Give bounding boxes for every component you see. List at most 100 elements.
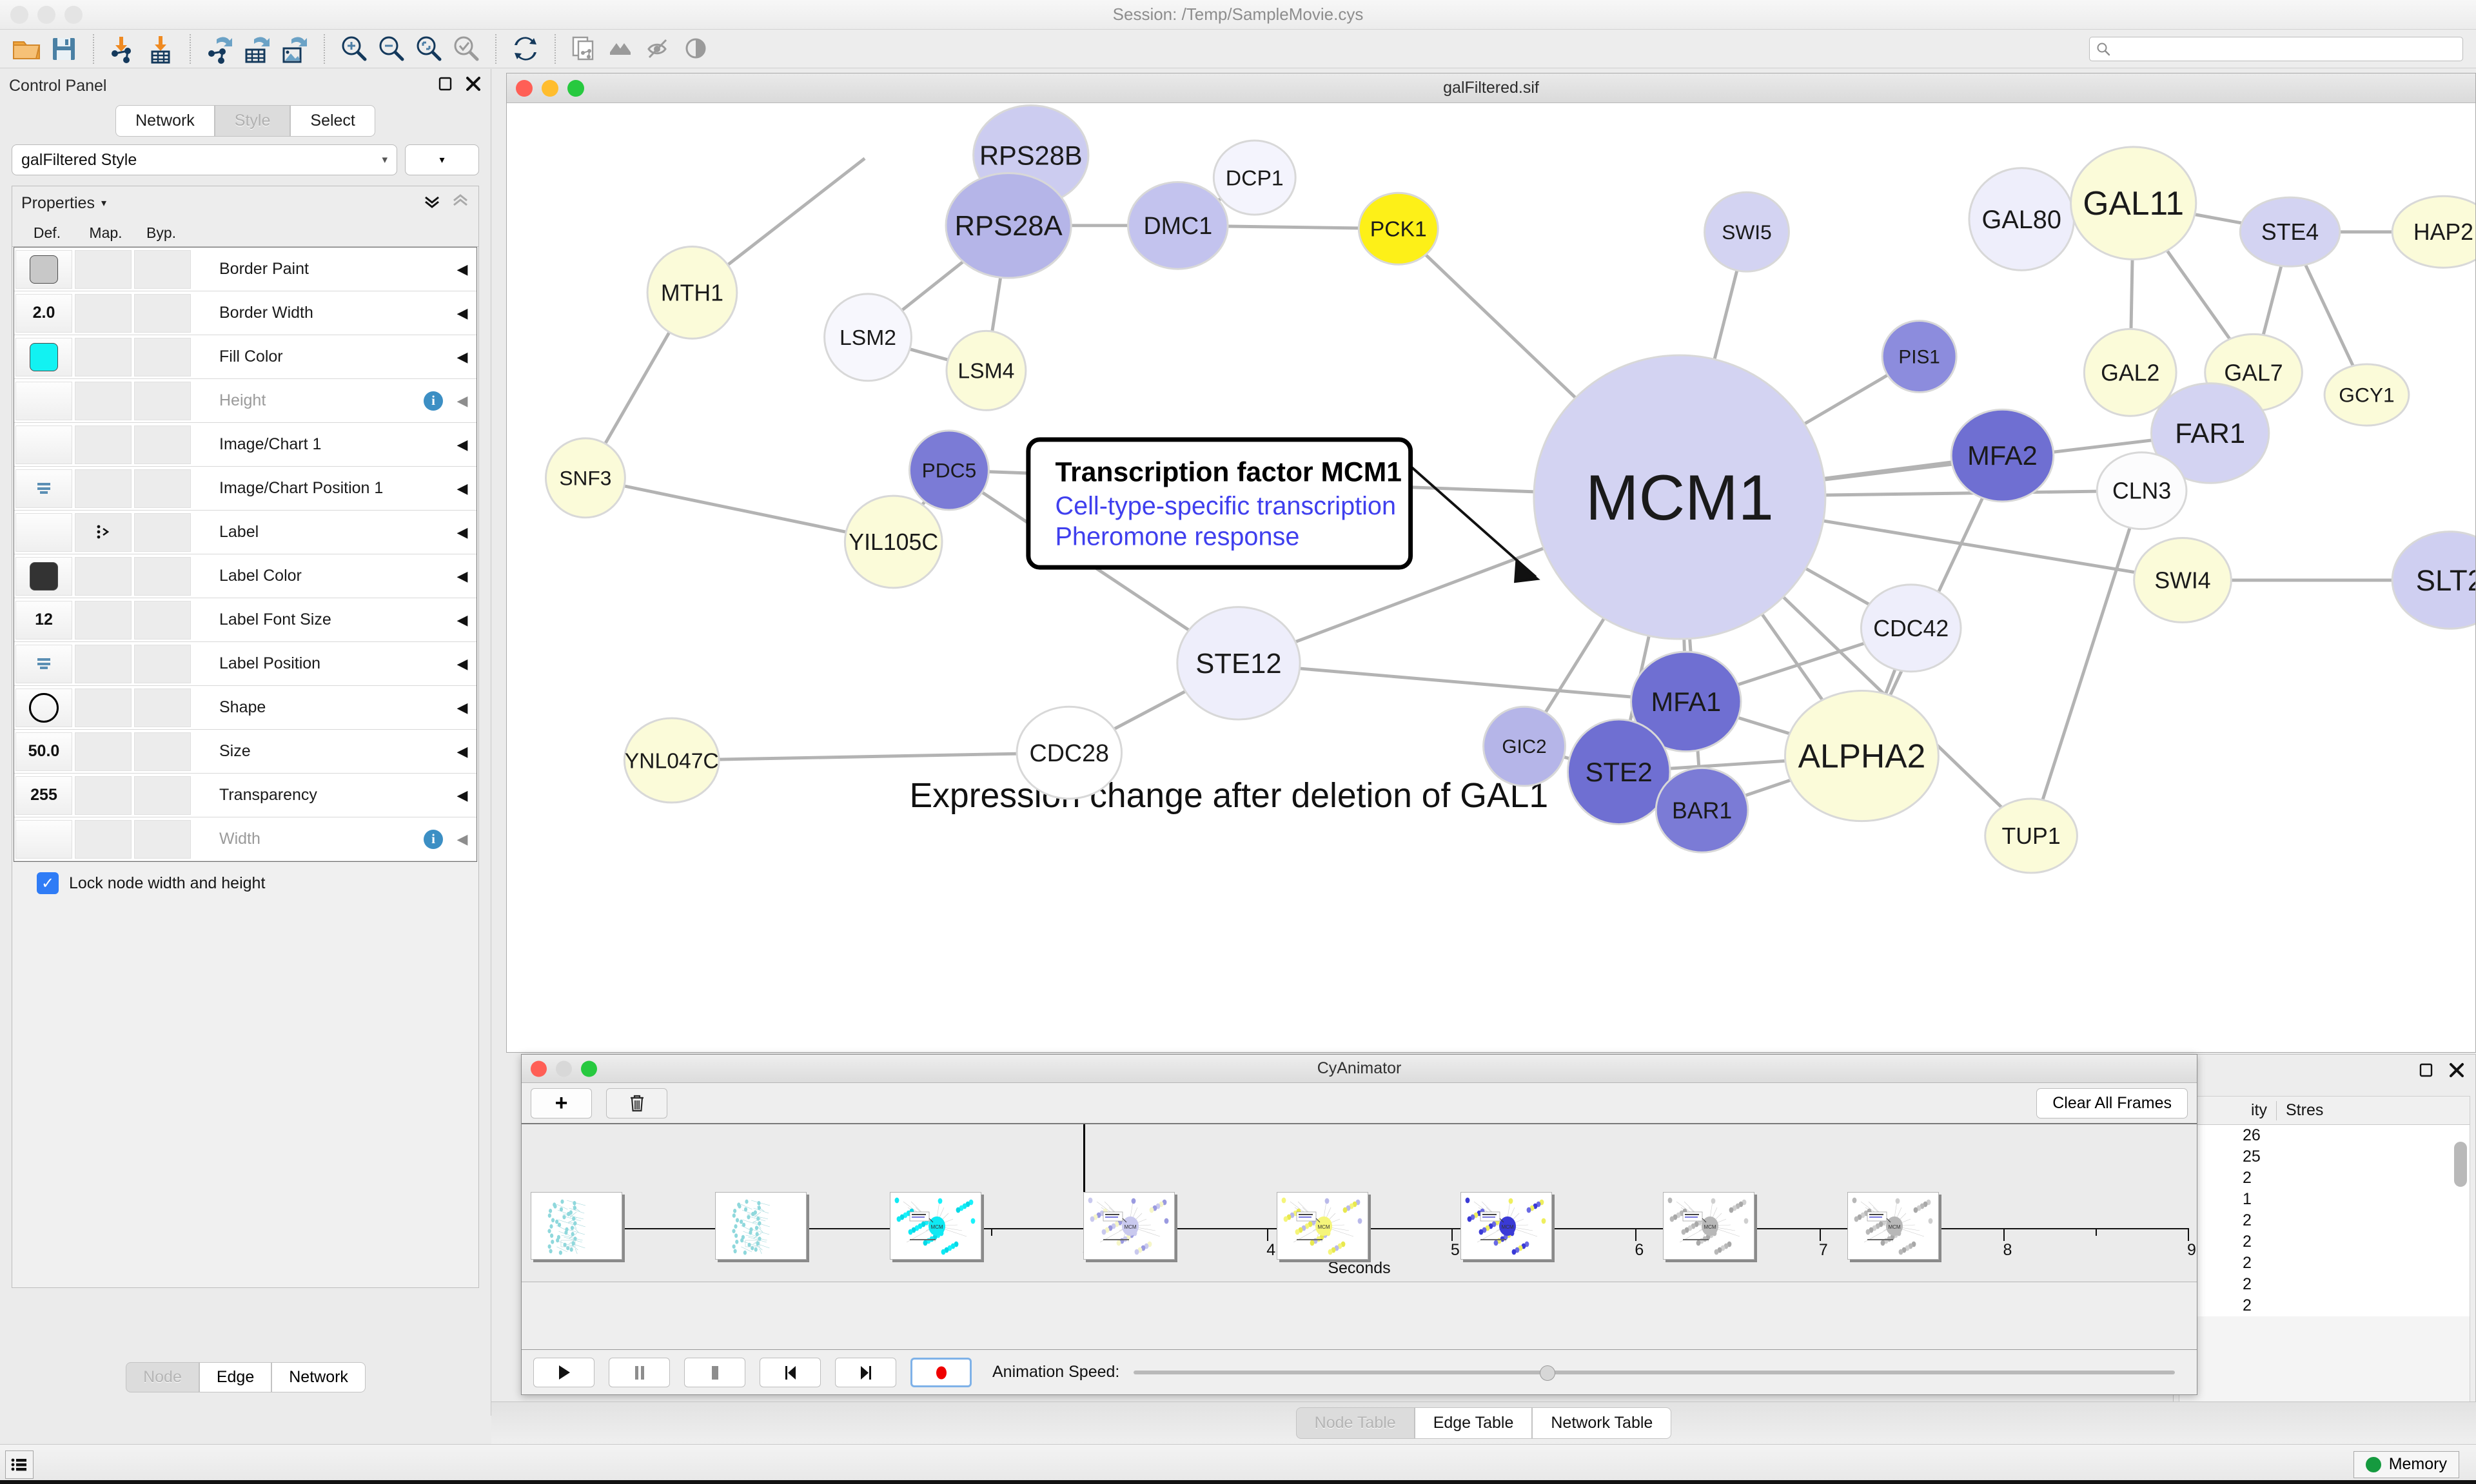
timeline-playhead[interactable]: [1083, 1124, 1085, 1244]
network-node[interactable]: STE4: [2239, 196, 2341, 268]
import-table-icon[interactable]: [142, 30, 179, 68]
play-button[interactable]: [533, 1357, 594, 1387]
table-row[interactable]: 2: [2243, 1233, 2252, 1251]
network-node[interactable]: SWI5: [1704, 191, 1790, 273]
network-node[interactable]: SLT2: [2391, 531, 2475, 630]
add-frame-button[interactable]: +: [531, 1088, 592, 1118]
color-swatch[interactable]: [30, 255, 58, 284]
property-bypass-cell[interactable]: [134, 381, 191, 420]
network-node[interactable]: CLN3: [2096, 451, 2188, 531]
restore-icon[interactable]: [438, 76, 453, 96]
network-edge[interactable]: [2029, 490, 2143, 837]
open-folder-icon[interactable]: [8, 30, 45, 68]
tab-select[interactable]: Select: [290, 105, 375, 137]
property-default-cell[interactable]: [15, 688, 72, 727]
expand-arrow-icon[interactable]: ◀: [457, 392, 468, 409]
color-swatch[interactable]: [30, 561, 58, 591]
network-node[interactable]: GIC2: [1482, 705, 1566, 787]
export-network-icon[interactable]: [201, 30, 239, 68]
style-options-menu[interactable]: ▾: [405, 144, 479, 175]
expand-arrow-icon[interactable]: ◀: [457, 743, 468, 759]
expand-arrow-icon[interactable]: ◀: [457, 699, 468, 716]
network-node[interactable]: YIL105C: [843, 494, 943, 589]
property-mapping-cell[interactable]: [75, 425, 132, 464]
network-node[interactable]: DCP1: [1212, 139, 1297, 216]
expand-arrow-icon[interactable]: ◀: [457, 348, 468, 365]
network-edge[interactable]: [671, 751, 1070, 762]
tooltip-line-2[interactable]: Pheromone response: [1055, 522, 1299, 551]
network-node[interactable]: STE2: [1566, 718, 1671, 826]
property-mapping-cell[interactable]: [75, 469, 132, 508]
table-row[interactable]: 2: [2243, 1254, 2252, 1272]
maximize-window-dot[interactable]: [64, 5, 83, 24]
close-icon[interactable]: [465, 75, 482, 97]
expand-arrow-icon[interactable]: ◀: [457, 260, 468, 277]
export-table-icon[interactable]: [239, 30, 276, 68]
property-bypass-cell[interactable]: [134, 819, 191, 859]
column-header-stres[interactable]: Stres: [2286, 1101, 2324, 1119]
animation-frame-thumbnail[interactable]: [714, 1192, 807, 1260]
property-row[interactable]: Label Position ◀: [14, 642, 477, 686]
animation-frame-thumbnail[interactable]: MCM: [1083, 1192, 1175, 1260]
expand-arrow-icon[interactable]: ◀: [457, 436, 468, 453]
network-node[interactable]: LSM2: [823, 293, 912, 382]
network-node[interactable]: DMC1: [1126, 181, 1229, 270]
skip-end-button[interactable]: [835, 1357, 896, 1387]
destroy-network-icon[interactable]: [604, 30, 641, 68]
network-edge[interactable]: [1238, 661, 1687, 703]
network-node[interactable]: CDC28: [1016, 705, 1123, 800]
property-default-value[interactable]: 255: [15, 776, 72, 815]
tab-network-table[interactable]: Network Table: [1532, 1407, 1672, 1439]
property-bypass-cell[interactable]: [134, 776, 191, 815]
clear-all-frames-button[interactable]: Clear All Frames: [2036, 1088, 2188, 1118]
network-node[interactable]: PCK1: [1357, 191, 1439, 266]
expand-arrow-icon[interactable]: ◀: [457, 523, 468, 540]
property-bypass-cell[interactable]: [134, 688, 191, 727]
save-icon[interactable]: [45, 30, 83, 68]
color-swatch[interactable]: [30, 342, 58, 371]
table-row[interactable]: 2: [2243, 1169, 2252, 1187]
expand-arrow-icon[interactable]: ◀: [457, 480, 468, 496]
delete-frame-button[interactable]: [606, 1088, 667, 1118]
table-row[interactable]: 2: [2243, 1296, 2252, 1314]
import-network-icon[interactable]: [104, 30, 142, 68]
column-divider[interactable]: [2276, 1100, 2277, 1120]
network-edge[interactable]: [585, 476, 894, 543]
table-row[interactable]: 2: [2243, 1211, 2252, 1229]
property-bypass-cell[interactable]: [134, 469, 191, 508]
network-node[interactable]: MFA1: [1630, 650, 1742, 753]
expand-arrow-icon[interactable]: ◀: [457, 655, 468, 672]
tab-node-table[interactable]: Node Table: [1295, 1407, 1415, 1439]
network-node[interactable]: SNF3: [544, 437, 626, 519]
property-bypass-cell[interactable]: [134, 644, 191, 683]
bottom-tab-node[interactable]: Node: [126, 1362, 199, 1392]
property-row[interactable]: 255 Transparency ◀: [14, 774, 477, 817]
close-window-dot[interactable]: [10, 5, 28, 24]
new-network-from-selection-icon[interactable]: [566, 30, 604, 68]
hide-selected-icon[interactable]: [641, 30, 678, 68]
show-all-icon[interactable]: [678, 30, 716, 68]
property-row[interactable]: Label Color ◀: [14, 554, 477, 598]
restore-icon[interactable]: [2419, 1062, 2434, 1081]
bottom-tab-network[interactable]: Network: [271, 1362, 366, 1392]
close-cyanimator-dot[interactable]: [531, 1060, 547, 1077]
property-default-cell[interactable]: [15, 469, 72, 508]
property-default-cell[interactable]: [15, 381, 72, 420]
zoom-in-icon[interactable]: [335, 30, 373, 68]
network-node[interactable]: MFA2: [1950, 408, 2055, 503]
property-row[interactable]: 2.0 Border Width ◀: [14, 291, 477, 335]
property-row[interactable]: Image/Chart 1 ◀: [14, 423, 477, 467]
animation-speed-slider[interactable]: [1134, 1363, 2175, 1382]
property-default-value[interactable]: 12: [15, 600, 72, 639]
network-node[interactable]: GAL80: [1968, 167, 2075, 271]
chevron-down-icon[interactable]: ▾: [101, 198, 106, 209]
property-row[interactable]: Width i ◀: [14, 817, 477, 861]
network-node[interactable]: LSM4: [945, 329, 1027, 411]
network-node[interactable]: TUP1: [1984, 797, 2078, 874]
property-row[interactable]: 50.0 Size ◀: [14, 730, 477, 774]
property-bypass-cell[interactable]: [134, 556, 191, 596]
expand-arrow-icon[interactable]: ◀: [457, 567, 468, 584]
network-node[interactable]: GCY1: [2323, 363, 2410, 427]
list-icon[interactable]: [5, 1450, 34, 1479]
animation-frame-thumbnail[interactable]: MCM: [1663, 1192, 1755, 1260]
